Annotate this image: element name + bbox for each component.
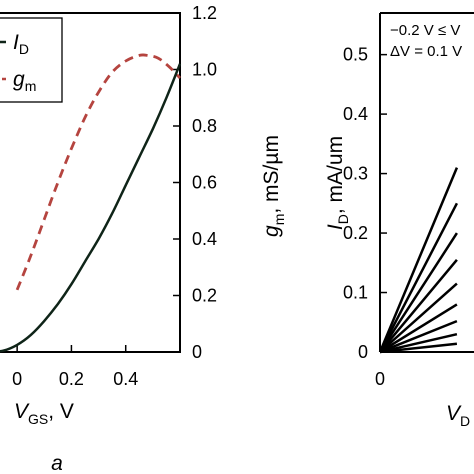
left-x-tick-label: 0 xyxy=(12,369,22,389)
left-y-axis-title-right: gm, mS/µm xyxy=(260,135,287,237)
right-y-tick-label: 0.3 xyxy=(343,164,368,184)
left-y-tick-label: 1.2 xyxy=(192,3,217,23)
right-y-axis-title: ID, mA/um xyxy=(324,136,351,230)
right-x-ticks: 0 xyxy=(375,369,385,389)
legend: ID gm xyxy=(0,17,63,103)
right-panel: 0 0.1 0.2 0.3 0.4 0.5 0 −0.2 V ≤ V ΔV = 0.1 V… xyxy=(324,12,474,429)
right-series-line-4 xyxy=(379,258,458,353)
right-series-line-1 xyxy=(378,167,459,353)
right-curves xyxy=(378,167,459,354)
panel-label-a: a xyxy=(51,452,63,474)
series-gm-line xyxy=(15,53,182,291)
right-series-line-5 xyxy=(379,282,458,353)
right-annotation-line-2: ΔV = 0.1 V xyxy=(390,43,462,60)
left-y-tick-label: 0.6 xyxy=(192,173,217,193)
left-x-axis-title: VGS, V xyxy=(14,400,74,427)
left-y-tick-label: 0.8 xyxy=(192,116,217,136)
right-series-line-2 xyxy=(378,202,459,353)
right-series-line-6 xyxy=(379,303,458,354)
right-series-line-8 xyxy=(379,332,458,354)
right-y-tick-label: 0.4 xyxy=(343,104,368,124)
right-y-tick-label: 0.2 xyxy=(343,223,368,243)
right-x-axis-title: VD xyxy=(446,402,470,429)
left-curves xyxy=(0,53,182,353)
right-y-tick-label: 0.5 xyxy=(343,45,368,65)
right-x-tick-label: 0 xyxy=(375,369,385,389)
right-y-tick-label: 0 xyxy=(358,342,368,362)
right-series-line-9 xyxy=(379,342,458,354)
left-y-tick-label: 1.0 xyxy=(192,60,217,80)
left-y-tick-label: 0.2 xyxy=(192,286,217,306)
left-panel: 0 0.2 0.4 0 0.2 0.4 0.6 0.8 1.0 1.2 ID gm VGS, V… xyxy=(0,3,287,474)
left-x-ticks: 0 0.2 0.4 xyxy=(12,345,138,389)
legend-box xyxy=(0,17,63,103)
right-y-tick-label: 0.1 xyxy=(343,283,368,303)
left-x-tick-label: 0.4 xyxy=(113,369,138,389)
right-series-line-3 xyxy=(378,232,458,353)
legend-gm-label: gm xyxy=(13,68,36,94)
left-y-tick-label: 0.4 xyxy=(192,229,217,249)
series-id-line xyxy=(0,63,182,353)
right-series-line-7 xyxy=(379,319,458,354)
legend-id-label: ID xyxy=(13,31,29,57)
left-y-tick-label: 0 xyxy=(192,342,202,362)
right-annotation-line-1: −0.2 V ≤ V xyxy=(390,22,460,39)
left-x-tick-label: 0.2 xyxy=(59,369,84,389)
left-y-ticks-right: 0 0.2 0.4 0.6 0.8 1.0 1.2 xyxy=(173,3,217,362)
